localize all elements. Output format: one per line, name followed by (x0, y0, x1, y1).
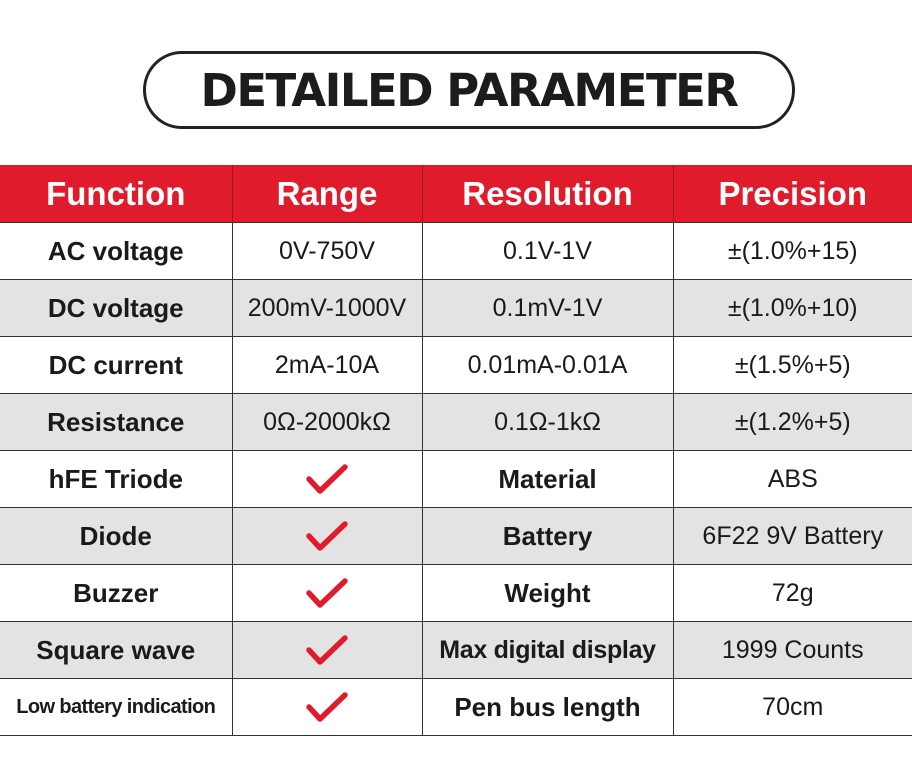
function-cell: Diode (0, 507, 233, 565)
table-row: Low battery indication Pen bus length 70… (0, 678, 912, 736)
range-cell: 2mA-10A (231, 336, 423, 394)
check-icon (306, 692, 348, 722)
header-function: Function (0, 165, 233, 223)
supported-cell (231, 564, 423, 622)
function-cell: AC voltage (0, 222, 233, 280)
table-row: DC voltage 200mV-1000V 0.1mV-1V ±(1.0%+1… (0, 279, 912, 337)
range-cell: 0Ω-2000kΩ (231, 393, 423, 451)
table-header-row: Function Range Resolution Precision (0, 165, 912, 223)
check-icon (306, 464, 348, 494)
resolution-cell: 0.1mV-1V (421, 279, 674, 337)
check-icon (306, 578, 348, 608)
value-cell: ABS (672, 450, 912, 508)
table-row: Buzzer Weight 72g (0, 564, 912, 622)
precision-cell: ±(1.0%+10) (672, 279, 912, 337)
function-cell: Resistance (0, 393, 233, 451)
resolution-cell: 0.01mA-0.01A (421, 336, 674, 394)
check-icon (306, 635, 348, 665)
attribute-cell: Material (421, 450, 674, 508)
supported-cell (231, 621, 423, 679)
range-cell: 0V-750V (231, 222, 423, 280)
value-cell: 72g (672, 564, 912, 622)
attribute-cell: Pen bus length (421, 678, 674, 736)
table-row: hFE Triode Material ABS (0, 450, 912, 508)
table-row: DC current 2mA-10A 0.01mA-0.01A ±(1.5%+5… (0, 336, 912, 394)
function-cell: DC current (0, 336, 233, 394)
range-cell: 200mV-1000V (231, 279, 423, 337)
header-resolution: Resolution (422, 165, 674, 223)
header-precision: Precision (673, 165, 912, 223)
value-cell: 1999 Counts (672, 621, 912, 679)
value-cell: 70cm (672, 678, 912, 736)
function-cell: Buzzer (0, 564, 233, 622)
page-title: DETAILED PARAMETER (200, 63, 739, 117)
title-banner: DETAILED PARAMETER (143, 51, 795, 129)
precision-cell: ±(1.2%+5) (672, 393, 912, 451)
function-cell: Square wave (0, 621, 233, 679)
check-icon (306, 521, 348, 551)
function-cell: Low battery indication (0, 678, 233, 736)
table-row: Square wave Max digital display 1999 Cou… (0, 621, 912, 679)
value-cell: 6F22 9V Battery (672, 507, 912, 565)
attribute-cell: Battery (421, 507, 674, 565)
table-row: Resistance 0Ω-2000kΩ 0.1Ω-1kΩ ±(1.2%+5) (0, 393, 912, 451)
table-row: AC voltage 0V-750V 0.1V-1V ±(1.0%+15) (0, 222, 912, 280)
supported-cell (231, 450, 423, 508)
supported-cell (231, 678, 423, 736)
table-row: Diode Battery 6F22 9V Battery (0, 507, 912, 565)
function-cell: hFE Triode (0, 450, 233, 508)
resolution-cell: 0.1Ω-1kΩ (421, 393, 674, 451)
header-range: Range (232, 165, 423, 223)
precision-cell: ±(1.0%+15) (672, 222, 912, 280)
resolution-cell: 0.1V-1V (421, 222, 674, 280)
attribute-cell: Max digital display (421, 621, 674, 679)
function-cell: DC voltage (0, 279, 233, 337)
supported-cell (231, 507, 423, 565)
parameter-table: Function Range Resolution Precision AC v… (0, 165, 912, 736)
attribute-cell: Weight (421, 564, 674, 622)
precision-cell: ±(1.5%+5) (672, 336, 912, 394)
